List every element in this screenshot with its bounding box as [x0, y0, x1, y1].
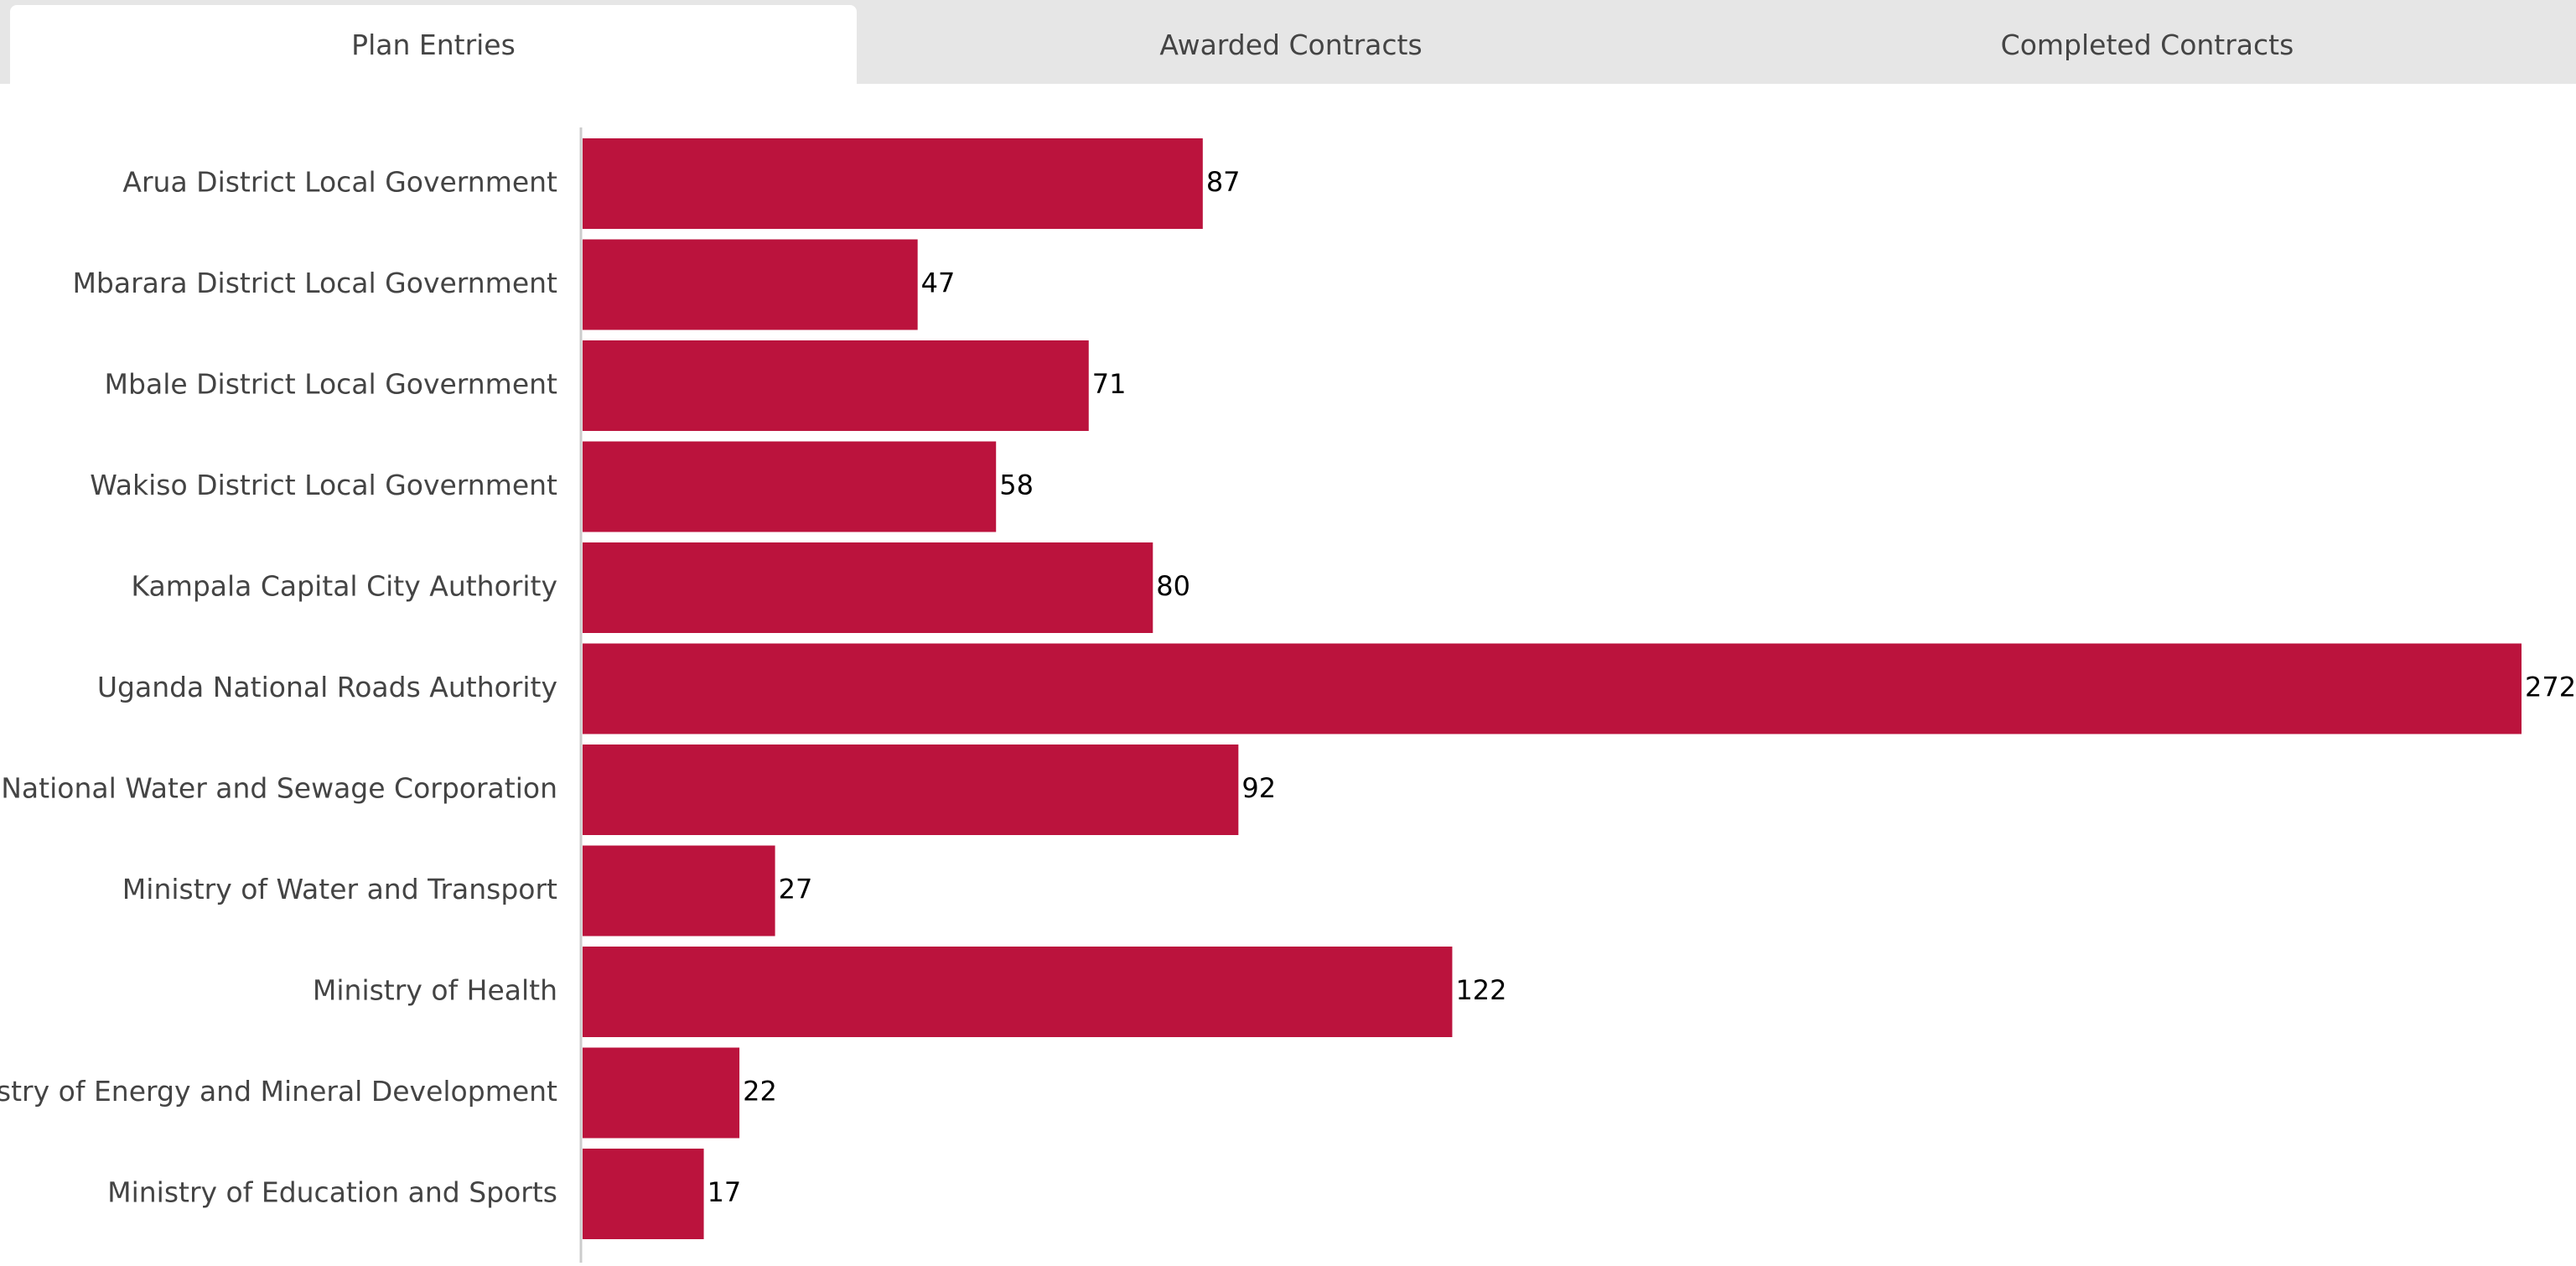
bar-6[interactable]: [583, 745, 1239, 835]
bars-layer: Arua District Local Government 87 Mbarara …: [0, 138, 2576, 1239]
category-label-2: Mbale District Local Government: [105, 368, 558, 401]
category-label-0: Arua District Local Government: [122, 166, 557, 199]
category-label-9: Ministry of Energy and Mineral Developme…: [0, 1075, 557, 1108]
tab-completed-contracts[interactable]: Completed Contracts: [2000, 28, 2294, 61]
category-label-3: Wakiso District Local Government: [90, 469, 557, 501]
value-label-0: 87: [1206, 166, 1241, 198]
category-label-10: Ministry of Education and Sports: [107, 1176, 557, 1209]
bar-7[interactable]: [583, 845, 775, 937]
tab-awarded-contracts[interactable]: Awarded Contracts: [1159, 28, 1423, 61]
category-label-4: Kampala Capital City Authority: [131, 570, 557, 603]
tab-bar: Plan Entries Awarded Contracts Completed…: [0, 0, 2576, 84]
value-label-7: 27: [779, 874, 813, 905]
bar-10[interactable]: [583, 1149, 704, 1239]
bar-chart: Arua District Local Government 87 Mbarara …: [0, 84, 2576, 1263]
value-label-2: 71: [1092, 368, 1127, 400]
value-label-9: 22: [743, 1076, 777, 1108]
category-label-8: Ministry of Health: [313, 974, 557, 1007]
bar-5[interactable]: [583, 643, 2522, 734]
bar-8[interactable]: [583, 947, 1453, 1037]
bar-chart-svg: Arua District Local Government 87 Mbarara …: [0, 127, 2576, 1263]
category-label-6: National Water and Sewage Corporation: [1, 772, 557, 805]
category-label-5: Uganda National Roads Authority: [97, 671, 557, 703]
bar-2[interactable]: [583, 340, 1089, 431]
bar-0[interactable]: [583, 138, 1203, 229]
tab-plan-entries[interactable]: Plan Entries: [10, 5, 857, 84]
value-label-8: 122: [1455, 974, 1506, 1006]
bar-9[interactable]: [583, 1047, 740, 1139]
value-label-4: 80: [1156, 570, 1190, 602]
bar-4[interactable]: [583, 542, 1153, 633]
bar-1[interactable]: [583, 239, 918, 330]
category-label-1: Mbarara District Local Government: [72, 267, 557, 299]
bar-3[interactable]: [583, 441, 997, 532]
value-label-5: 272: [2525, 672, 2576, 703]
value-label-1: 47: [921, 267, 956, 299]
value-label-6: 92: [1241, 772, 1276, 804]
category-label-7: Ministry of Water and Transport: [122, 873, 557, 905]
value-label-10: 17: [707, 1176, 742, 1208]
value-label-3: 58: [999, 470, 1034, 501]
